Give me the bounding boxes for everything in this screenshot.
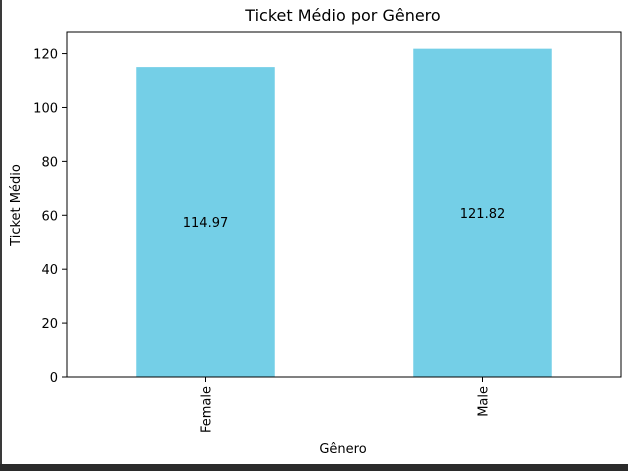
y-axis-label: Ticket Médio <box>9 164 24 247</box>
x-tick-label-female: Female <box>200 386 215 433</box>
bars-group <box>136 48 552 377</box>
bar-female <box>136 67 275 377</box>
x-axis-ticks: Female Male <box>200 377 492 433</box>
y-tick-label-80: 80 <box>41 155 58 170</box>
window-left-border <box>0 0 2 471</box>
y-axis-ticks: 0 20 40 60 80 100 120 <box>33 48 67 386</box>
data-labels-group: 114.97 121.82 <box>183 207 506 231</box>
window-bottom-bar <box>0 464 628 471</box>
data-label-female: 114.97 <box>183 216 229 231</box>
y-tick-label-120: 120 <box>33 48 58 63</box>
data-label-male: 121.82 <box>460 207 506 222</box>
x-tick-label-male: Male <box>477 386 492 417</box>
plot-area-frame <box>66 31 622 378</box>
bar-male <box>413 48 552 377</box>
y-tick-label-20: 20 <box>41 317 58 332</box>
y-tick-label-40: 40 <box>41 263 58 278</box>
y-tick-label-60: 60 <box>41 209 58 224</box>
x-axis-label: Gênero <box>319 442 366 457</box>
chart-title: Ticket Médio por Gênero <box>244 6 440 25</box>
y-tick-label-0: 0 <box>50 371 58 386</box>
y-tick-label-100: 100 <box>33 101 58 116</box>
